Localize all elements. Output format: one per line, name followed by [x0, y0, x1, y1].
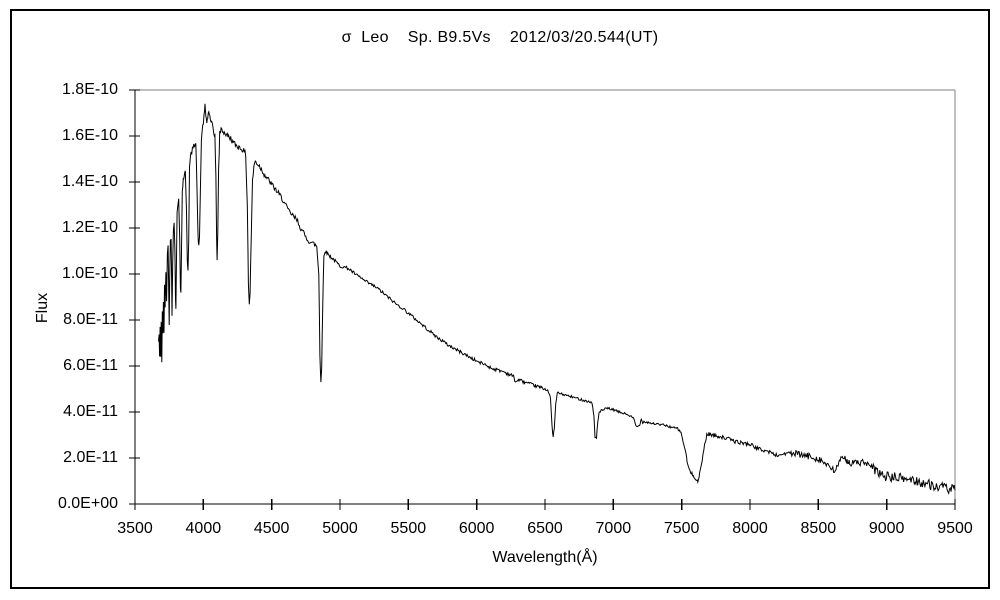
x-tick-label: 8500	[800, 520, 837, 537]
chart-title: σ Leo Sp. B9.5Vs 2012/03/20.544(UT)	[341, 29, 659, 46]
x-tick-label: 9000	[868, 520, 905, 537]
y-tick-label: 6.0E-11	[63, 357, 118, 374]
y-tick-label: 0.0E+00	[57, 495, 118, 512]
x-tick-label: 9500	[937, 520, 973, 537]
x-tick-label: 6000	[458, 520, 495, 537]
y-tick-label: 1.4E-10	[61, 173, 118, 190]
x-tick-label: 3500	[117, 520, 153, 537]
x-tick-label: 8000	[732, 520, 768, 537]
y-tick-label: 1.2E-10	[61, 219, 118, 236]
x-tick-label: 5000	[322, 520, 358, 537]
y-tick-label: 2.0E-11	[63, 449, 118, 466]
y-axis-title: Flux	[34, 292, 51, 324]
y-tick-label: 1.6E-10	[61, 127, 118, 144]
x-tick-label: 7000	[595, 520, 632, 537]
spectrum-curve	[158, 103, 956, 495]
x-tick-label: 5500	[390, 520, 427, 537]
y-tick-label: 1.8E-10	[61, 81, 118, 98]
y-tick-label: 4.0E-11	[63, 403, 118, 420]
y-tick-label: 1.0E-10	[61, 265, 118, 282]
x-tick-label: 7500	[663, 520, 700, 537]
x-tick-label: 4000	[185, 520, 222, 537]
y-tick-label: 8.0E-11	[63, 311, 118, 328]
x-axis-title: Wavelength(Å)	[492, 549, 598, 566]
x-tick-label: 6500	[527, 520, 563, 537]
x-tick-label: 4500	[253, 520, 290, 537]
